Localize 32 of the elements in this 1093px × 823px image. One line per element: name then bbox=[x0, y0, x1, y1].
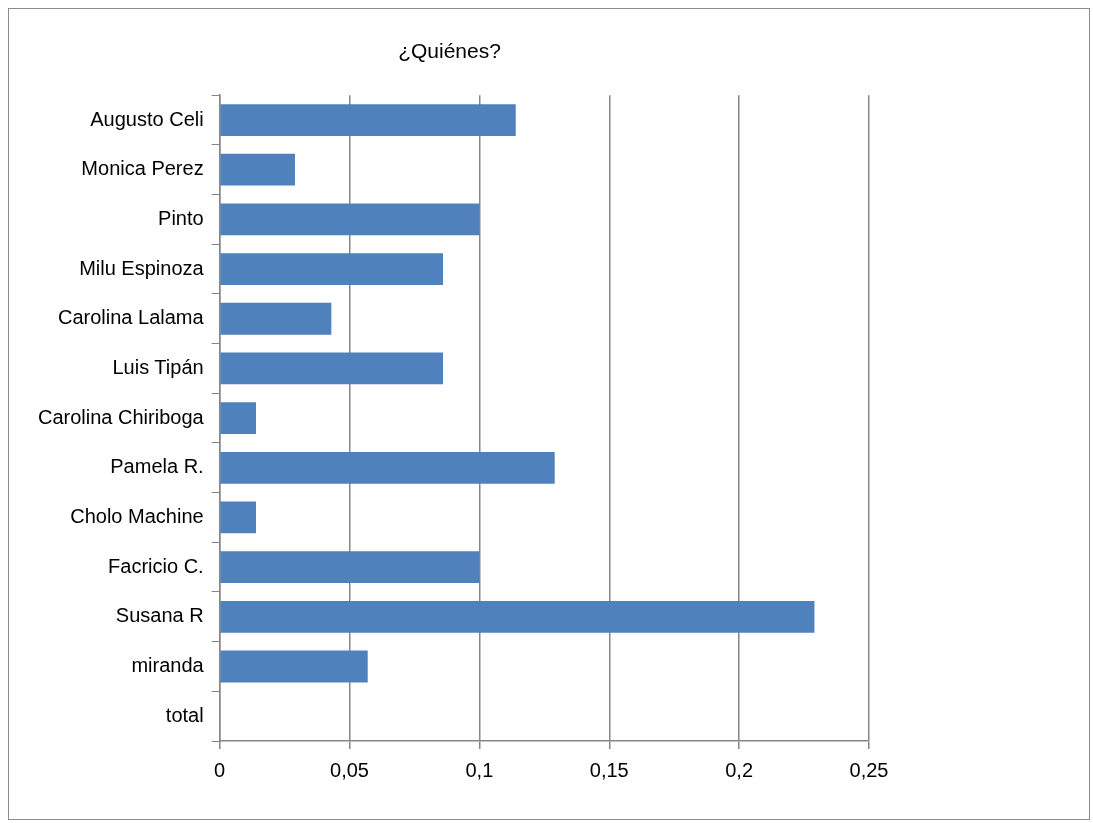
y-tick-label: Cholo Machine bbox=[70, 504, 204, 527]
bar bbox=[220, 501, 257, 534]
bar bbox=[220, 551, 480, 584]
y-tick-label: Luis Tipán bbox=[112, 355, 204, 378]
y-tick-label: Carolina Chiriboga bbox=[37, 405, 205, 428]
bar bbox=[220, 451, 555, 484]
x-tick-label: 0,25 bbox=[849, 758, 889, 781]
x-tick-label: 0,05 bbox=[330, 758, 369, 781]
bar bbox=[220, 253, 444, 285]
bar bbox=[220, 302, 332, 335]
y-tick-label: total bbox=[165, 703, 204, 726]
y-tick-label: Facricio C. bbox=[108, 554, 204, 577]
bar bbox=[220, 352, 444, 385]
x-tick-label: 0,1 bbox=[465, 758, 494, 781]
x-tick-label: 0,2 bbox=[725, 758, 754, 781]
x-tick-label: 0 bbox=[214, 758, 226, 781]
bar bbox=[220, 600, 815, 633]
bar bbox=[220, 650, 368, 683]
y-tick-label: Milu Espinoza bbox=[79, 256, 205, 279]
y-tick-label: miranda bbox=[131, 654, 205, 676]
y-tick-label: Augusto Celi bbox=[90, 107, 204, 130]
y-tick-label: Carolina Lalama bbox=[58, 306, 205, 329]
y-tick-label: Susana R bbox=[115, 604, 204, 627]
bar bbox=[220, 402, 257, 434]
y-tick-label: Monica Perez bbox=[81, 157, 204, 180]
x-tick-label: 0,15 bbox=[589, 758, 629, 781]
y-tick-label: Pamela R. bbox=[110, 455, 204, 478]
bar bbox=[220, 104, 516, 136]
bar bbox=[220, 153, 295, 186]
bar bbox=[220, 203, 480, 236]
y-tick-label: Pinto bbox=[158, 206, 204, 229]
chart-title: ¿Quiénes? bbox=[398, 39, 501, 63]
